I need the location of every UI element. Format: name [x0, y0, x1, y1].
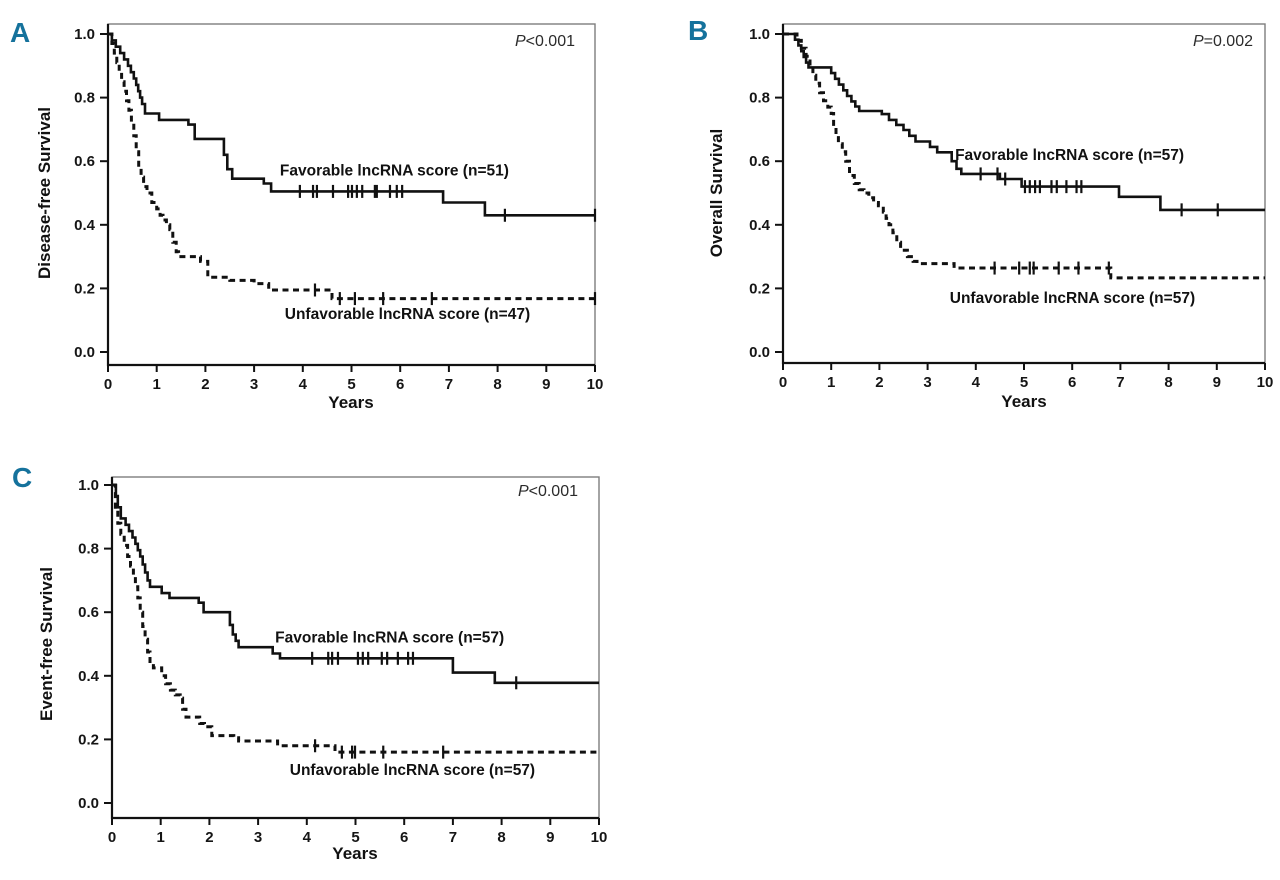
x-tick-label: 6 — [1068, 374, 1076, 391]
x-tick-label: 2 — [201, 376, 209, 393]
y-tick-label: 1.0 — [749, 26, 770, 43]
x-tick-label: 7 — [449, 829, 457, 846]
y-tick-label: 0.6 — [749, 153, 770, 170]
x-tick-label: 10 — [591, 829, 608, 846]
x-tick-label: 0 — [779, 374, 787, 391]
x-tick-label: 0 — [104, 376, 112, 393]
x-tick-label: 5 — [1020, 374, 1028, 391]
survival-curve-dashed — [783, 32, 1265, 280]
panel-C: 0.0 0.2 0.4 0.6 0.8 1.0 0 1 2 3 4 5 6 7 8 9 10 Event-free… — [12, 462, 607, 863]
x-axis-title: Years — [1001, 392, 1046, 411]
y-tick-label: 0.6 — [78, 604, 99, 621]
x-tick-label: 2 — [875, 374, 883, 391]
curve-label: Unfavorable lncRNA score (n=57) — [950, 290, 1195, 307]
x-tick-label: 1 — [827, 374, 835, 391]
curve-label: Unfavorable lncRNA score (n=57) — [290, 762, 535, 779]
x-tick-label: 9 — [1213, 374, 1221, 391]
y-tick-label: 0.0 — [74, 344, 95, 361]
panel-letter: C — [12, 462, 32, 493]
y-tick-label: 0.8 — [74, 90, 95, 107]
y-tick-label: 1.0 — [78, 477, 99, 494]
x-tick-label: 5 — [347, 376, 355, 393]
panel-letter: B — [688, 15, 708, 46]
y-tick-label: 0.8 — [78, 541, 99, 558]
survival-curve-dashed — [108, 32, 595, 301]
plot-box — [782, 23, 1266, 364]
y-tick-label: 0.4 — [78, 668, 100, 685]
x-axis-title: Years — [332, 844, 377, 863]
y-axis-title: Disease-free Survival — [35, 107, 54, 279]
x-tick-label: 2 — [205, 829, 213, 846]
x-tick-label: 3 — [250, 376, 258, 393]
y-tick-label: 0.6 — [74, 153, 95, 170]
x-tick-label: 1 — [153, 376, 161, 393]
p-value-label: P<0.001 — [518, 483, 578, 500]
x-tick-label: 6 — [400, 829, 408, 846]
x-tick-label: 9 — [542, 376, 550, 393]
x-tick-label: 7 — [1116, 374, 1124, 391]
y-tick-label: 0.2 — [78, 731, 99, 748]
y-tick-label: 0.8 — [749, 90, 770, 107]
y-tick-label: 0.2 — [74, 280, 95, 297]
curve-label: Favorable lncRNA score (n=57) — [955, 147, 1184, 164]
x-tick-label: 0 — [108, 829, 116, 846]
x-tick-label: 10 — [1257, 374, 1274, 391]
survival-curve-dashed — [112, 483, 599, 754]
x-tick-label: 7 — [445, 376, 453, 393]
x-tick-label: 8 — [493, 376, 501, 393]
y-tick-label: 0.0 — [749, 344, 770, 361]
x-axis-title: Years — [328, 393, 373, 412]
y-tick-label: 0.4 — [749, 217, 771, 234]
y-tick-label: 0.2 — [749, 280, 770, 297]
survival-curve-solid — [783, 32, 1265, 212]
x-tick-label: 6 — [396, 376, 404, 393]
x-tick-label: 9 — [546, 829, 554, 846]
p-value-label: P<0.001 — [515, 33, 575, 50]
survival-curve-solid — [108, 32, 595, 217]
panel-letter: A — [10, 17, 30, 48]
x-tick-label: 4 — [972, 374, 981, 391]
curve-label: Favorable lncRNA score (n=57) — [275, 630, 504, 647]
x-tick-label: 8 — [1164, 374, 1172, 391]
axis-lines — [781, 24, 1265, 365]
x-tick-label: 4 — [299, 376, 308, 393]
y-tick-label: 0.0 — [78, 795, 99, 812]
panel-A: 0.0 0.2 0.4 0.6 0.8 1.0 0 1 2 3 4 5 6 7 8 9 10 Disease-fr… — [10, 17, 603, 412]
x-tick-label: 3 — [254, 829, 262, 846]
y-axis-title: Overall Survival — [707, 129, 726, 258]
curve-label: Unfavorable lncRNA score (n=47) — [285, 306, 530, 323]
y-tick-label: 1.0 — [74, 26, 95, 43]
x-tick-label: 1 — [157, 829, 165, 846]
curve-label: Favorable lncRNA score (n=51) — [280, 163, 509, 180]
y-axis-title: Event-free Survival — [37, 567, 56, 721]
survival-curve-solid — [112, 483, 599, 685]
y-tick-label: 0.4 — [74, 217, 96, 234]
x-tick-label: 5 — [351, 829, 359, 846]
x-tick-label: 4 — [303, 829, 312, 846]
x-tick-label: 8 — [497, 829, 505, 846]
x-tick-label: 3 — [923, 374, 931, 391]
x-tick-label: 10 — [587, 376, 604, 393]
panel-B: 0.0 0.2 0.4 0.6 0.8 1.0 0 1 2 3 4 5 6 7 8 9 10 Overall Su… — [688, 15, 1273, 411]
p-value-label: P=0.002 — [1193, 33, 1253, 50]
